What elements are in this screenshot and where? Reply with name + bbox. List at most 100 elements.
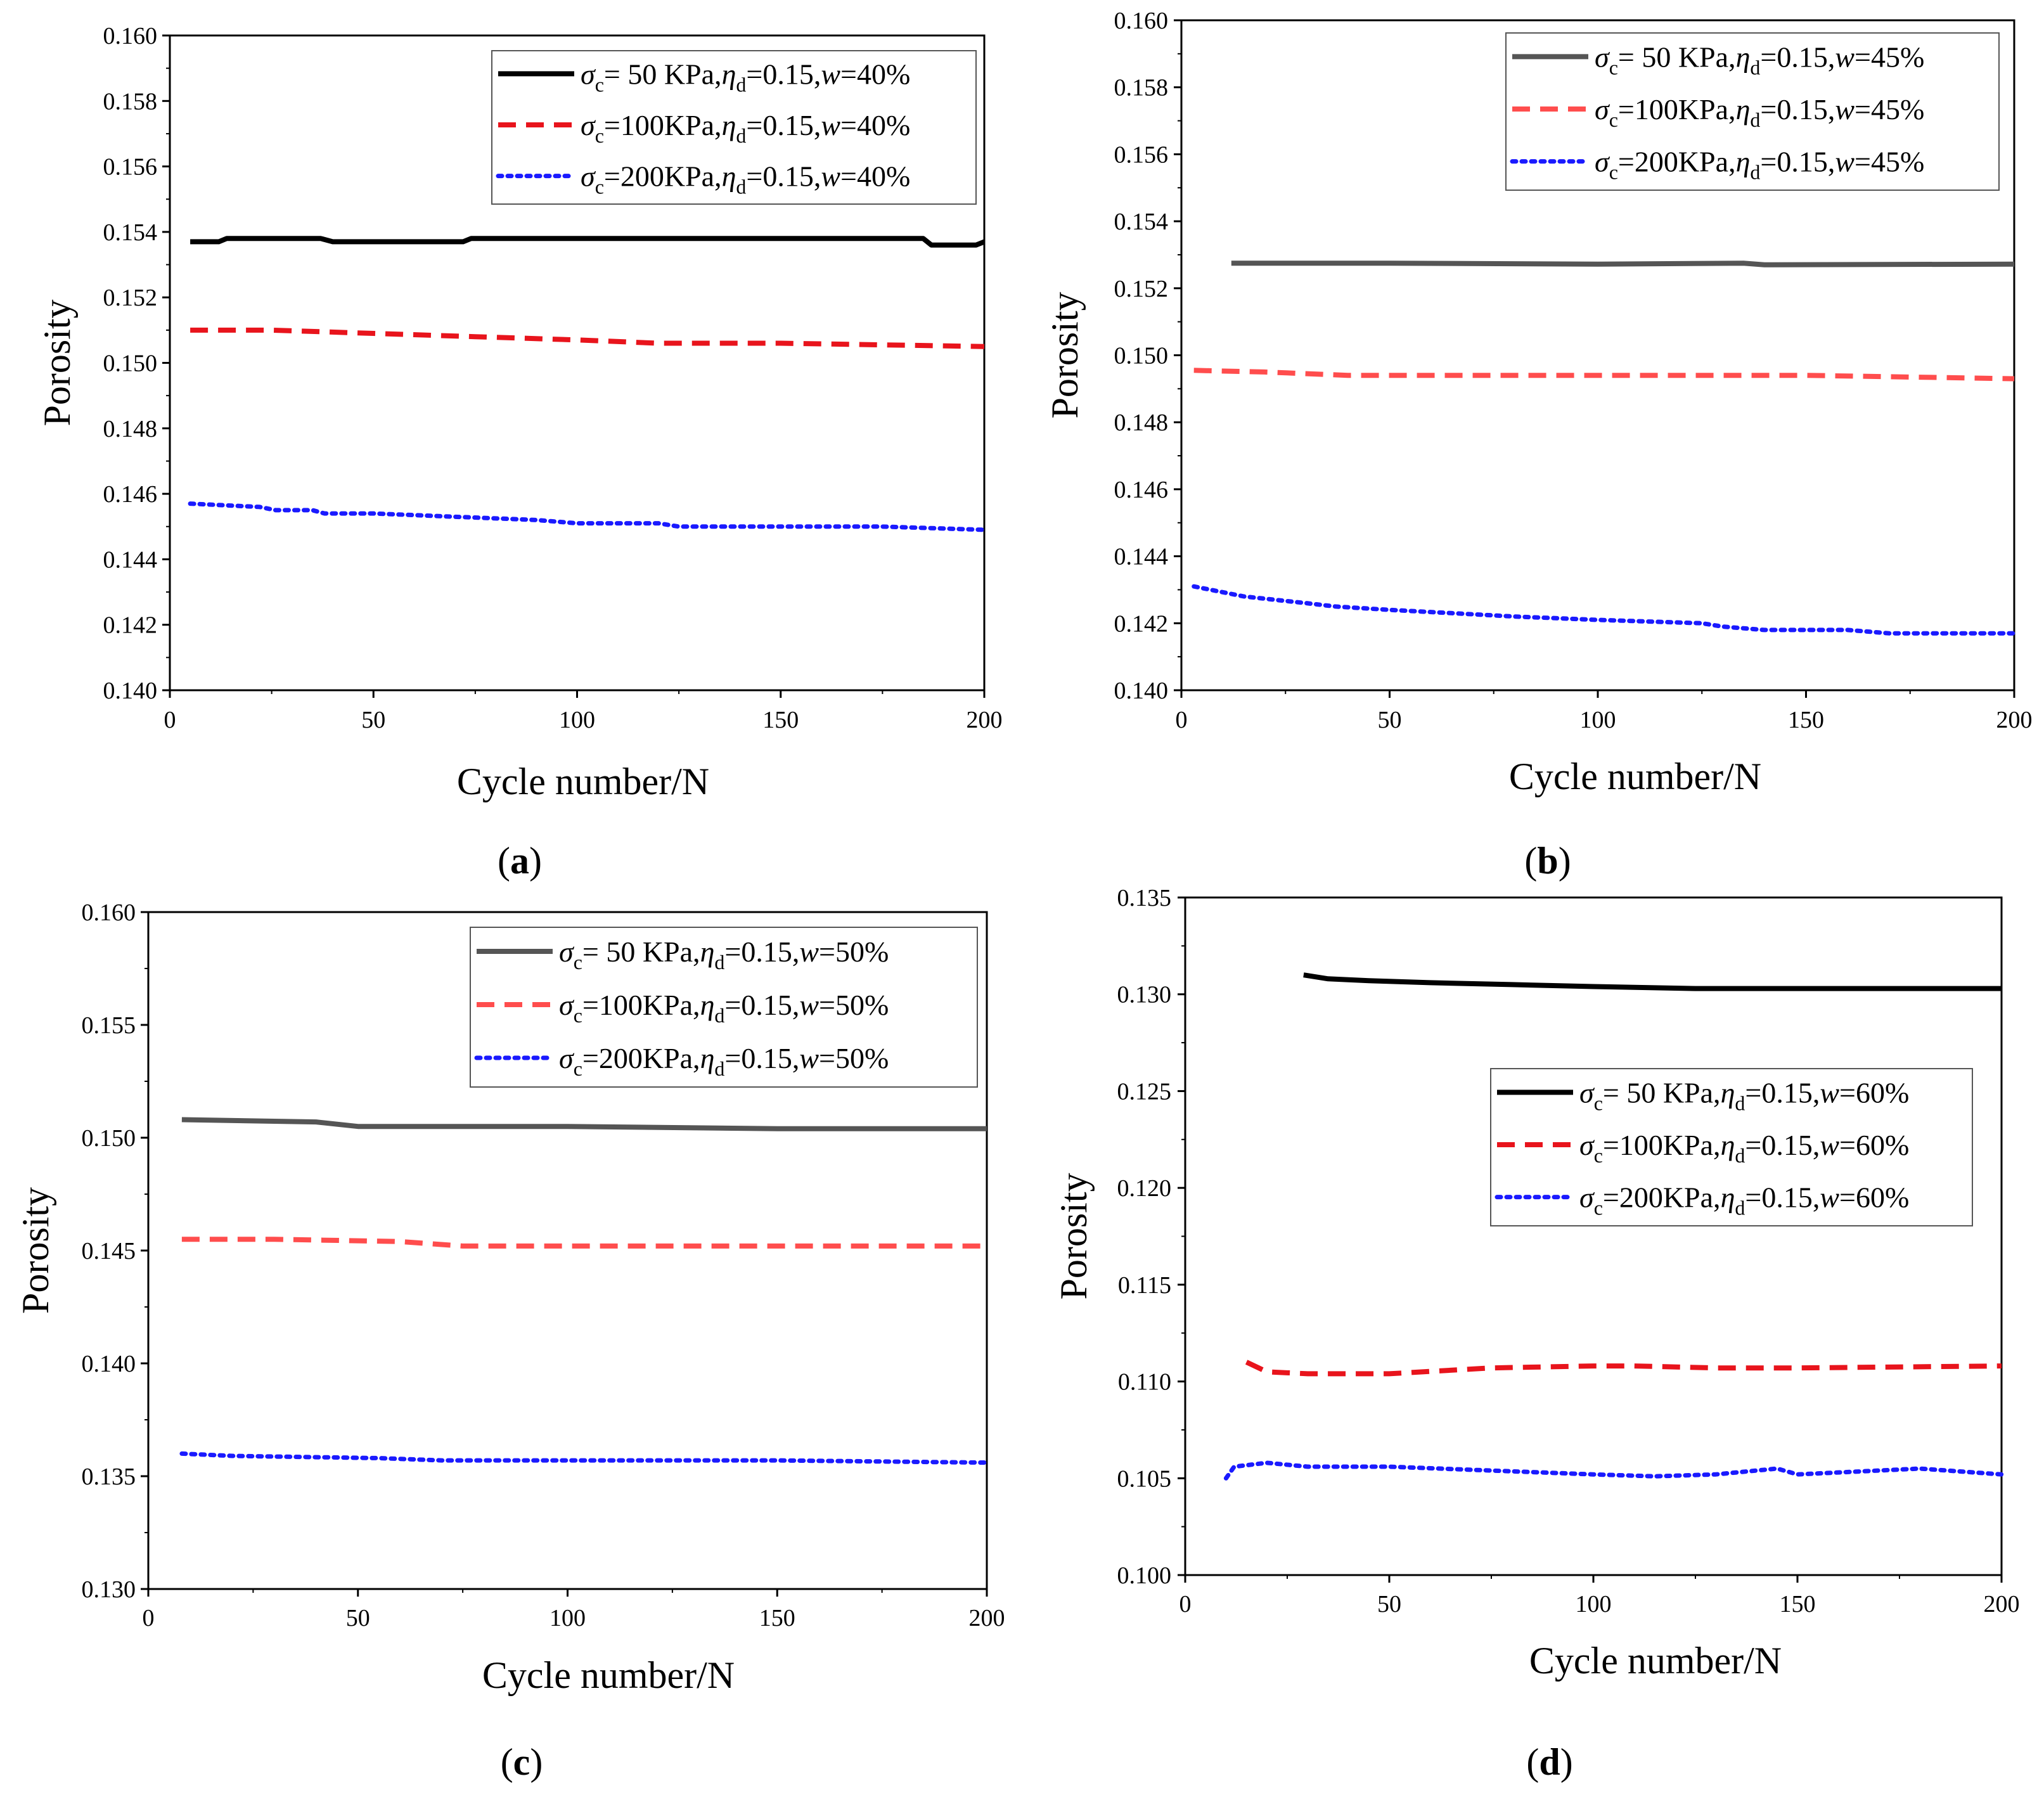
panel-label-close: ) <box>529 840 542 882</box>
y-axis-title: Porosity <box>15 1187 56 1314</box>
x-tick-label: 0 <box>143 1605 155 1631</box>
y-tick-label: 0.140 <box>103 678 158 704</box>
eta-symbol: η <box>1721 1129 1735 1161</box>
panel-label-close: ) <box>1559 840 1571 882</box>
legend-eta-value: =0.15, <box>724 936 799 968</box>
y-tick-label: 0.100 <box>1117 1562 1172 1589</box>
x-tick-label: 200 <box>969 1605 1005 1631</box>
y-tick-label: 0.148 <box>103 416 158 442</box>
y-tick-label: 0.145 <box>82 1238 136 1264</box>
y-tick-label: 0.150 <box>82 1125 136 1152</box>
series-line-dashed <box>181 1237 987 1249</box>
eta-symbol: η <box>1721 1076 1735 1109</box>
legend-stress-value: =100KPa, <box>1618 93 1736 125</box>
panel-label-letter: a <box>510 840 529 882</box>
series-line-solid <box>190 236 986 248</box>
y-axis-title: Porosity <box>1053 1173 1095 1299</box>
legend-entry: σc=200KPa,ηd=0.15,w=60% <box>1579 1181 1909 1219</box>
y-tick-label: 0.150 <box>1114 343 1169 370</box>
w-symbol: w <box>821 109 840 141</box>
subscript: d <box>714 1057 724 1080</box>
x-tick-label: 150 <box>1788 707 1824 733</box>
legend: σc= 50 KPa,ηd=0.15,w=50%σc=100KPa,ηd=0.1… <box>470 927 978 1088</box>
legend-entry: σc= 50 KPa,ηd=0.15,w=60% <box>1579 1076 1909 1114</box>
panel-label: (b) <box>1524 840 1571 882</box>
eta-symbol: η <box>1721 1181 1735 1214</box>
legend-entry: σc=200KPa,ηd=0.15,w=45% <box>1595 146 1924 184</box>
subscript: d <box>714 951 724 974</box>
legend-w-value: =45% <box>1854 93 1924 125</box>
x-tick-label: 50 <box>361 707 385 733</box>
legend-eta-value: =0.15, <box>1745 1181 1820 1214</box>
chart-panel-c: 0.130 0.135 0.140 0.145 0.150 0.155 0.160 0 50 10… <box>15 899 1005 1783</box>
y-tick-label: 0.135 <box>82 1464 136 1490</box>
legend-eta-value: =0.15, <box>746 160 821 193</box>
x-tick-label: 50 <box>1377 1591 1401 1618</box>
legend-entry: σc=100KPa,ηd=0.15,w=40% <box>581 109 910 147</box>
x-tick-label: 50 <box>346 1605 370 1631</box>
subscript: c <box>1594 1144 1603 1167</box>
sigma-symbol: σ <box>1595 93 1610 125</box>
y-tick-label: 0.146 <box>1114 477 1169 503</box>
subscript: d <box>736 176 746 198</box>
y-tick-label: 0.142 <box>103 612 158 639</box>
y-axis-title: Porosity <box>36 299 78 426</box>
x-tick-label: 50 <box>1378 707 1402 733</box>
x-tick-label: 0 <box>164 707 176 733</box>
series-line-dashed <box>1245 1360 2002 1377</box>
w-symbol: w <box>821 58 840 90</box>
subscript: d <box>1750 108 1760 131</box>
legend-w-value: =40% <box>840 109 910 141</box>
legend-stress-value: = 50 KPa, <box>1603 1076 1721 1109</box>
x-tick-label: 100 <box>559 707 595 733</box>
x-axis-title: Cycle number/N <box>482 1654 735 1696</box>
subscript: d <box>736 73 746 96</box>
y-tick-label: 0.148 <box>1114 409 1169 436</box>
y-tick-label: 0.150 <box>103 351 158 377</box>
series-line-dotted <box>188 501 987 532</box>
legend: σc= 50 KPa,ηd=0.15,w=45%σc=100KPa,ηd=0.1… <box>1505 32 2000 191</box>
y-tick-label: 0.160 <box>1114 8 1169 34</box>
y-tick-label: 0.140 <box>82 1351 136 1377</box>
y-tick-label: 0.152 <box>1114 276 1169 302</box>
subscript: c <box>595 176 604 198</box>
legend-stress-value: =200KPa, <box>604 160 722 193</box>
eta-symbol: η <box>722 109 736 141</box>
legend-w-value: =40% <box>840 58 910 90</box>
legend-w-value: =50% <box>819 936 889 968</box>
w-symbol: w <box>1835 41 1854 73</box>
legend-entry: σc=200KPa,ηd=0.15,w=40% <box>581 160 910 198</box>
subscript: c <box>1594 1197 1603 1219</box>
y-tick-label: 0.154 <box>103 219 158 246</box>
eta-symbol: η <box>700 936 715 968</box>
series-line-solid <box>1303 972 2002 991</box>
w-symbol: w <box>1835 146 1854 178</box>
legend-eta-value: =0.15, <box>724 1042 799 1074</box>
y-tick-label: 0.155 <box>82 1012 136 1039</box>
subscript: c <box>595 73 604 96</box>
series-line-dotted <box>1192 584 2017 636</box>
y-tick-label: 0.115 <box>1118 1272 1171 1299</box>
legend-w-value: =60% <box>1839 1181 1909 1214</box>
panel-label-letter: c <box>513 1741 530 1783</box>
y-tick-label: 0.146 <box>103 481 158 508</box>
subscript: c <box>1594 1091 1603 1114</box>
legend-eta-value: =0.15, <box>1745 1129 1820 1161</box>
x-axis-title: Cycle number/N <box>1529 1640 1782 1682</box>
legend-eta-value: =0.15, <box>746 58 821 90</box>
x-tick-label: 100 <box>1580 707 1616 733</box>
subscript: d <box>1750 56 1760 79</box>
y-tick-label: 0.105 <box>1117 1465 1172 1492</box>
subscript: c <box>1609 56 1618 79</box>
legend-eta-value: =0.15, <box>1760 93 1835 125</box>
subscript: c <box>574 1057 582 1080</box>
w-symbol: w <box>1820 1076 1839 1109</box>
sigma-symbol: σ <box>581 160 596 193</box>
legend-entry: σc=100KPa,ηd=0.15,w=45% <box>1595 93 1924 131</box>
eta-symbol: η <box>700 989 715 1021</box>
sigma-symbol: σ <box>559 989 575 1021</box>
y-axis-title: Porosity <box>1044 292 1086 418</box>
legend-w-value: =60% <box>1839 1076 1909 1109</box>
subscript: c <box>1609 161 1618 184</box>
legend-box <box>470 927 978 1088</box>
